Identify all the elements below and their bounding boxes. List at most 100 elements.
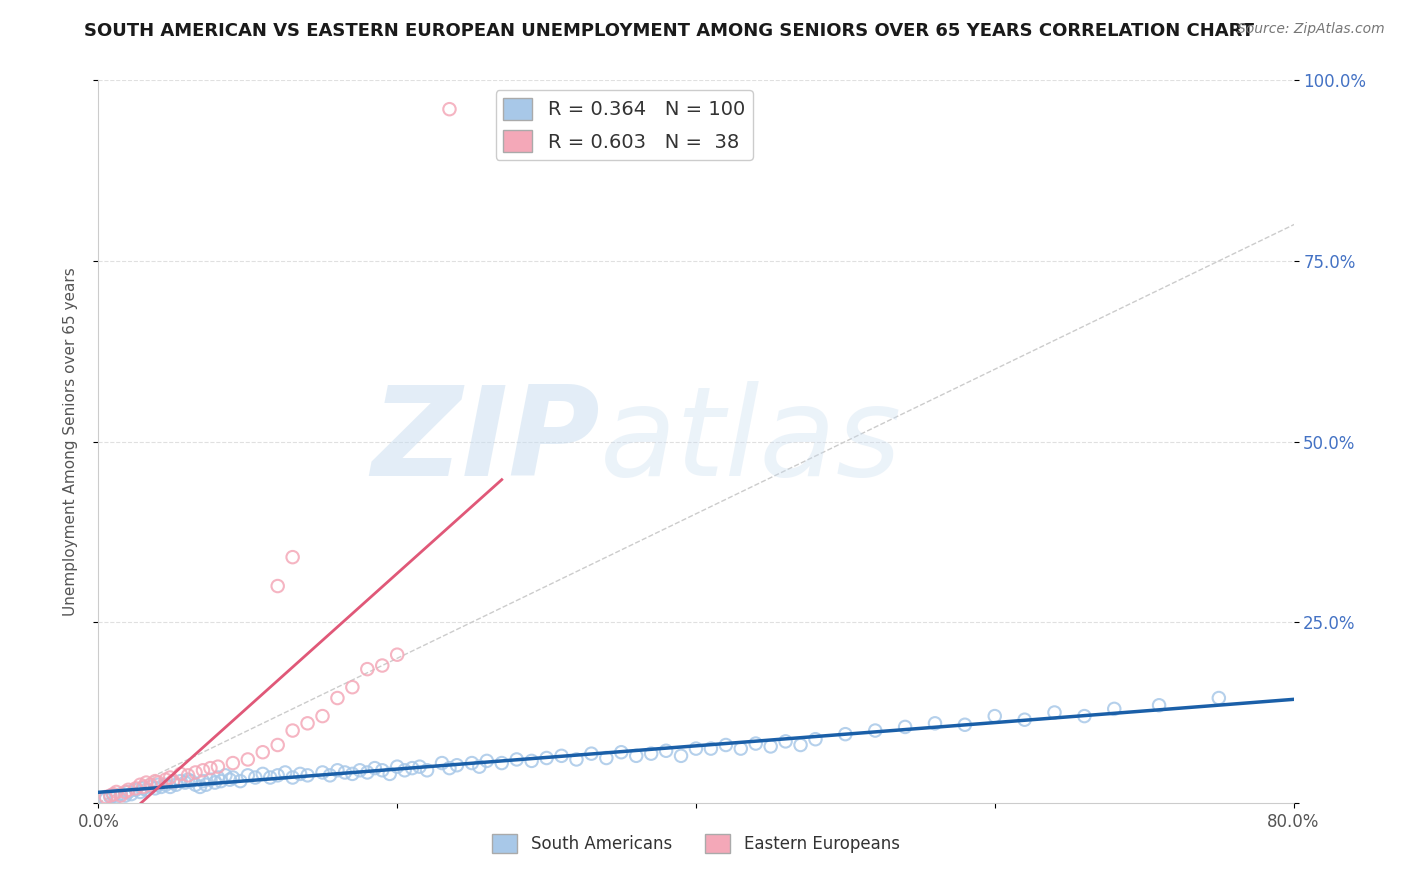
Point bbox=[1043, 706, 1066, 720]
Point bbox=[288, 767, 311, 781]
Text: Source: ZipAtlas.com: Source: ZipAtlas.com bbox=[1237, 22, 1385, 37]
Point bbox=[148, 775, 170, 789]
Point bbox=[204, 775, 226, 789]
Point bbox=[730, 741, 752, 756]
Point bbox=[114, 789, 136, 803]
Point bbox=[865, 723, 887, 738]
Point bbox=[105, 790, 128, 805]
Text: ZIP: ZIP bbox=[371, 381, 600, 502]
Point bbox=[804, 732, 827, 747]
Point bbox=[159, 771, 181, 785]
Point bbox=[1073, 709, 1095, 723]
Point bbox=[135, 782, 157, 797]
Point bbox=[252, 767, 274, 781]
Point bbox=[135, 775, 157, 789]
Point bbox=[155, 772, 177, 787]
Point bbox=[364, 761, 387, 775]
Point bbox=[94, 790, 117, 805]
Point bbox=[468, 760, 491, 774]
Point bbox=[446, 758, 468, 772]
Point bbox=[110, 787, 132, 801]
Point bbox=[200, 761, 222, 775]
Point bbox=[775, 734, 797, 748]
Point bbox=[169, 774, 191, 789]
Point bbox=[103, 789, 125, 803]
Point bbox=[506, 752, 529, 766]
Point bbox=[439, 761, 461, 775]
Point bbox=[430, 756, 453, 770]
Point bbox=[385, 648, 409, 662]
Point bbox=[162, 775, 184, 789]
Point bbox=[174, 775, 197, 789]
Point bbox=[416, 764, 439, 778]
Point bbox=[371, 658, 394, 673]
Point bbox=[491, 756, 513, 770]
Point bbox=[139, 778, 162, 792]
Point bbox=[550, 748, 572, 763]
Point bbox=[326, 691, 349, 706]
Text: atlas: atlas bbox=[600, 381, 903, 502]
Point bbox=[177, 768, 200, 782]
Point bbox=[297, 716, 319, 731]
Point bbox=[439, 102, 461, 116]
Point bbox=[214, 768, 236, 782]
Point bbox=[125, 781, 148, 796]
Point bbox=[191, 764, 214, 778]
Point bbox=[148, 778, 170, 792]
Point bbox=[200, 772, 222, 787]
Point bbox=[610, 745, 633, 759]
Point bbox=[311, 765, 333, 780]
Point bbox=[565, 752, 588, 766]
Point bbox=[184, 765, 207, 780]
Point bbox=[236, 768, 259, 782]
Point bbox=[110, 789, 132, 803]
Point bbox=[311, 709, 333, 723]
Point bbox=[326, 764, 349, 778]
Point bbox=[245, 771, 267, 785]
Point bbox=[461, 756, 484, 770]
Point bbox=[714, 738, 737, 752]
Point bbox=[319, 768, 342, 782]
Point bbox=[129, 785, 152, 799]
Point bbox=[207, 760, 229, 774]
Point bbox=[356, 662, 378, 676]
Point bbox=[536, 751, 558, 765]
Point bbox=[129, 778, 152, 792]
Point bbox=[117, 785, 139, 799]
Point bbox=[103, 787, 125, 801]
Point bbox=[1147, 698, 1170, 713]
Point bbox=[1208, 691, 1230, 706]
Point bbox=[191, 774, 214, 789]
Point bbox=[132, 781, 155, 796]
Point bbox=[177, 772, 200, 787]
Point bbox=[356, 765, 378, 780]
Point bbox=[745, 737, 768, 751]
Point bbox=[685, 741, 707, 756]
Point bbox=[117, 782, 139, 797]
Point bbox=[222, 771, 245, 785]
Point bbox=[626, 748, 648, 763]
Point bbox=[401, 761, 423, 775]
Point bbox=[207, 771, 229, 785]
Point bbox=[222, 756, 245, 770]
Point bbox=[385, 760, 409, 774]
Point bbox=[162, 774, 184, 789]
Point bbox=[297, 768, 319, 782]
Point bbox=[1104, 702, 1126, 716]
Point bbox=[789, 738, 811, 752]
Point bbox=[984, 709, 1007, 723]
Point bbox=[342, 767, 364, 781]
Point bbox=[475, 754, 498, 768]
Point bbox=[150, 780, 173, 794]
Point bbox=[98, 789, 122, 803]
Text: SOUTH AMERICAN VS EASTERN EUROPEAN UNEMPLOYMENT AMONG SENIORS OVER 65 YEARS CORR: SOUTH AMERICAN VS EASTERN EUROPEAN UNEMP… bbox=[84, 22, 1254, 40]
Point bbox=[834, 727, 856, 741]
Point bbox=[159, 780, 181, 794]
Point bbox=[125, 782, 148, 797]
Point bbox=[520, 754, 543, 768]
Point bbox=[229, 774, 252, 789]
Point bbox=[259, 771, 281, 785]
Y-axis label: Unemployment Among Seniors over 65 years: Unemployment Among Seniors over 65 years bbox=[63, 268, 77, 615]
Point bbox=[394, 764, 416, 778]
Point bbox=[640, 747, 662, 761]
